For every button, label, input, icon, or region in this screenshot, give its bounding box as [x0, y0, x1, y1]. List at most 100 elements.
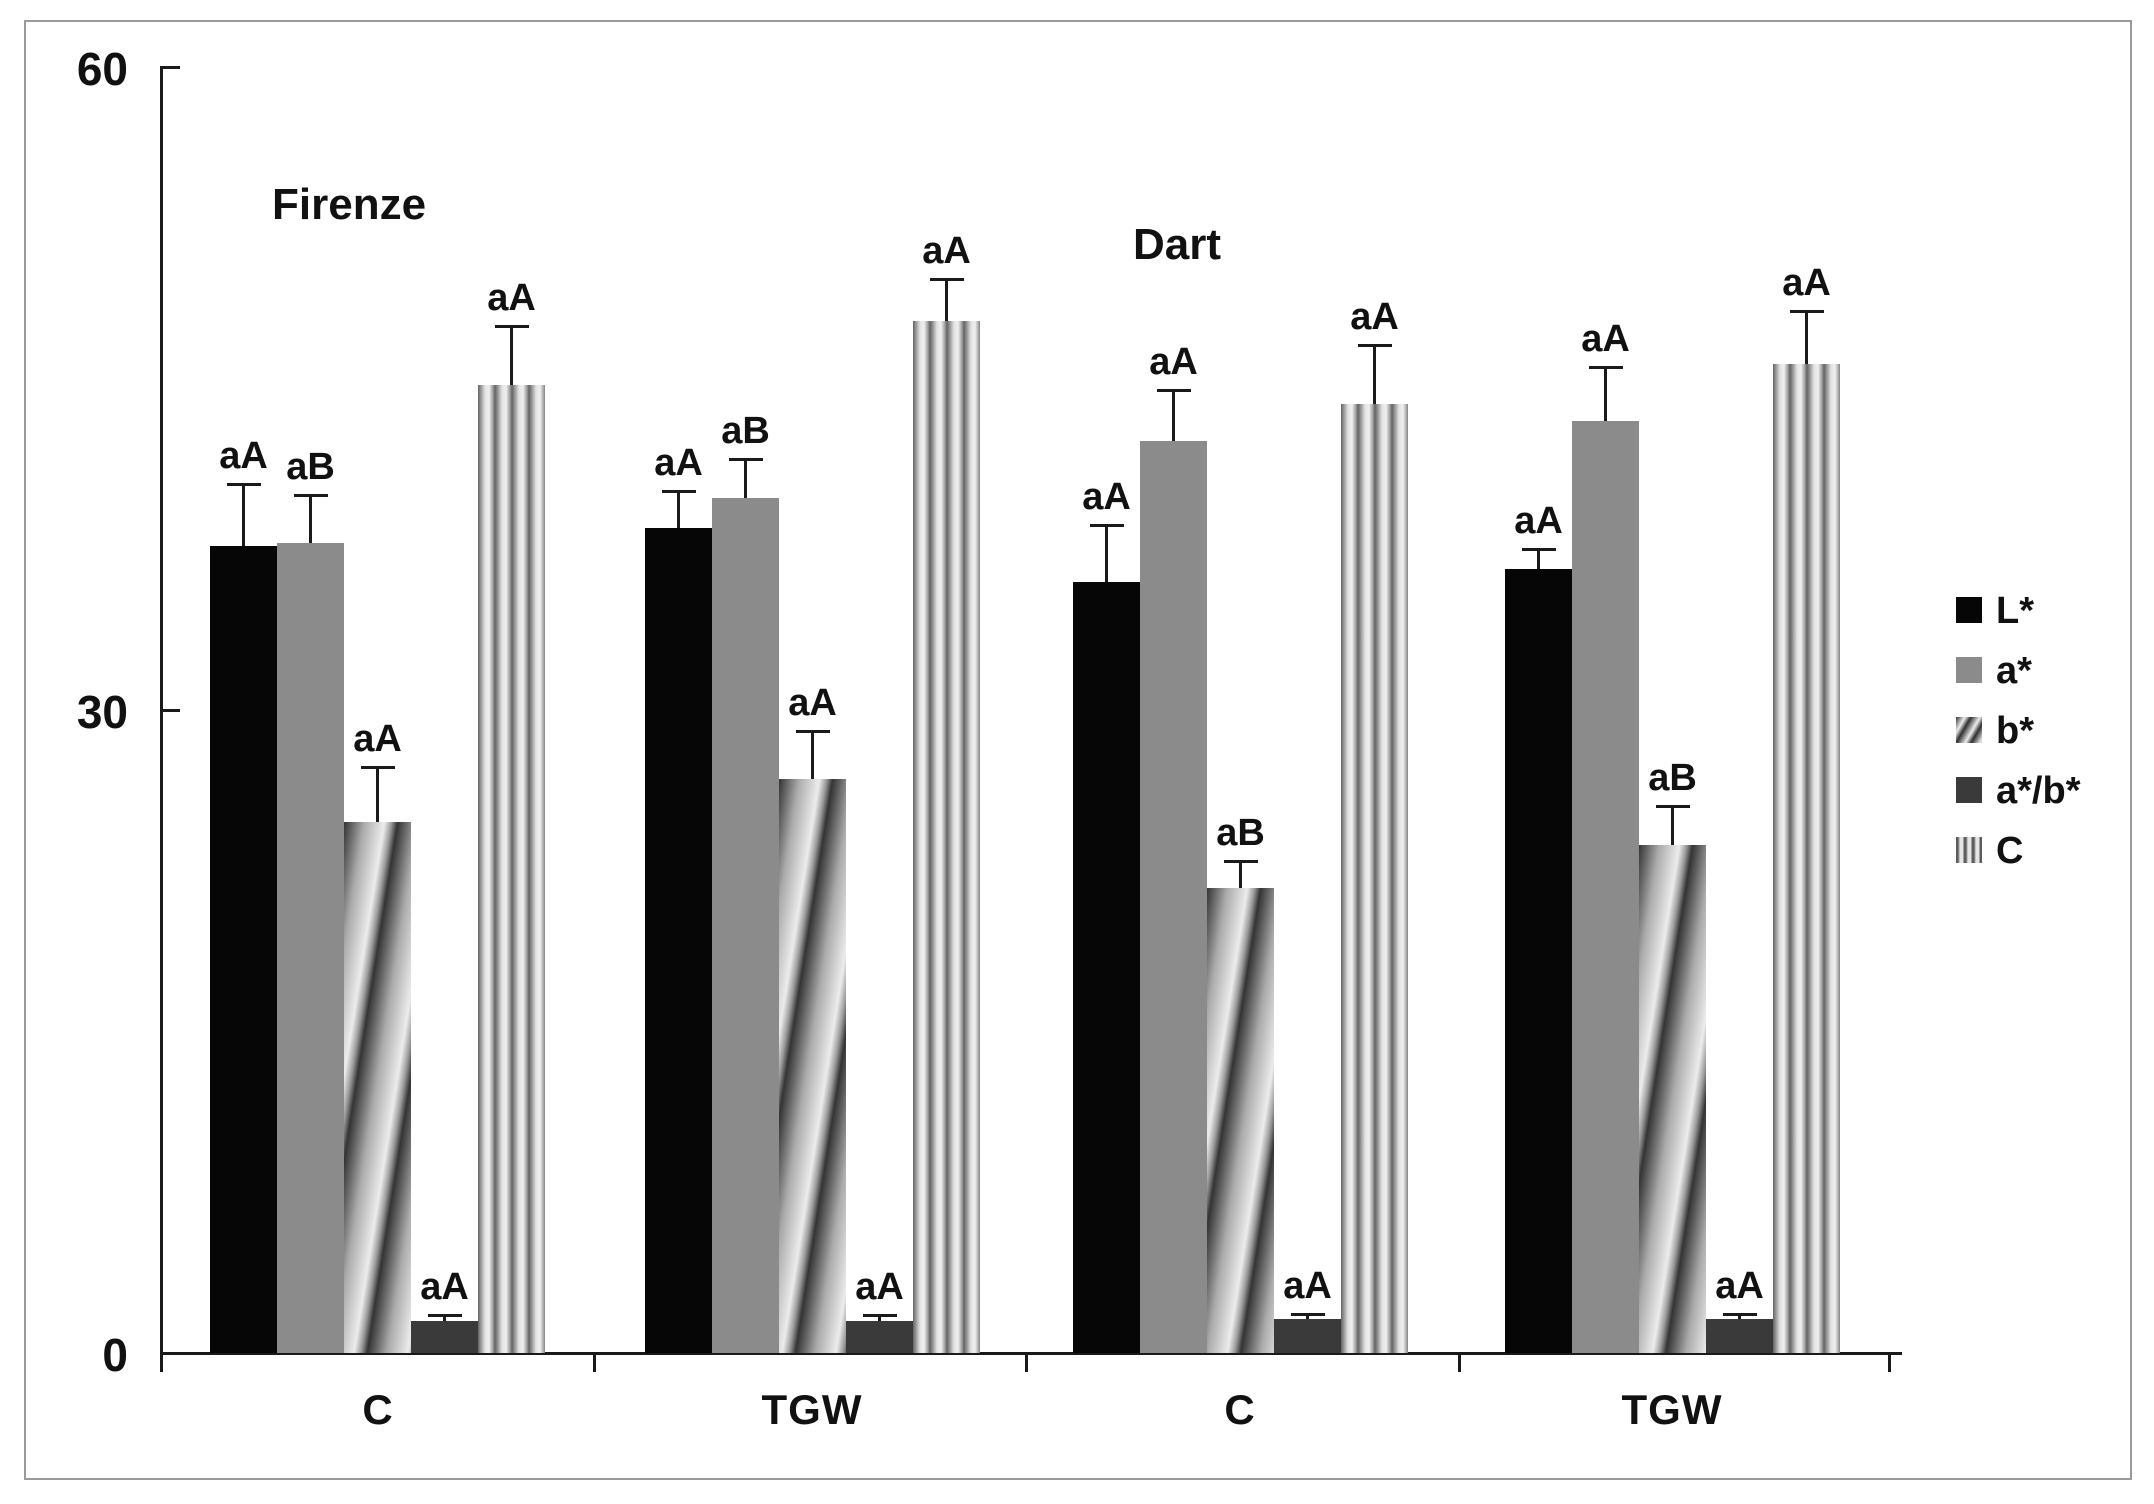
error-bar-stem [945, 277, 948, 321]
bar-ab-group2 [846, 1320, 913, 1353]
bar-C-group2 [913, 320, 980, 1353]
legend-label: a*/b* [1996, 770, 2081, 812]
significance-label: aA [1514, 499, 1563, 542]
bar-b-group1 [344, 821, 411, 1353]
bar-a-group2 [712, 498, 779, 1353]
error-bar-stem [242, 483, 245, 546]
y-tick-label-0: 0 [102, 1329, 128, 1381]
x-category-label: TGW [761, 1386, 863, 1433]
bar-b-group4 [1639, 845, 1706, 1353]
error-bar-cap [1357, 344, 1392, 348]
x-category-label: TGW [1621, 1386, 1723, 1433]
bar-L-group4 [1505, 569, 1572, 1353]
error-bar-stem [443, 1314, 446, 1321]
bar-a-group4 [1572, 421, 1639, 1353]
significance-label: aB [1648, 756, 1697, 799]
error-bar-stem [1172, 389, 1175, 441]
error-bar-stem [744, 457, 747, 499]
x-tick-1 [593, 1355, 596, 1372]
significance-label: aA [1350, 296, 1399, 339]
error-bar-stem [1604, 365, 1607, 422]
error-bar-cap [1089, 524, 1124, 528]
significance-label: aA [1715, 1265, 1764, 1308]
bar-ab-group3 [1274, 1318, 1341, 1353]
significance-label: aA [654, 441, 703, 484]
error-bar-stem [1239, 860, 1242, 889]
error-bar-stem [1537, 547, 1540, 570]
y-tick-label-60: 60 [76, 43, 128, 95]
bar-a-group1 [277, 543, 344, 1353]
error-bar-cap [661, 489, 696, 493]
section-label-dart: Dart [1133, 220, 1222, 269]
bar-C-group1 [478, 384, 545, 1353]
significance-label: aA [487, 277, 536, 319]
bar-C-group3 [1341, 404, 1408, 1353]
error-bar-stem [376, 766, 379, 822]
error-bar-cap [728, 457, 763, 461]
x-tick-2 [1025, 1355, 1028, 1372]
bar-b-group3 [1207, 888, 1274, 1353]
error-bar-stem [1805, 310, 1808, 364]
legend-swatch-diagonal-stripes-square [1956, 717, 1982, 743]
legend-swatch-black-square [1956, 597, 1982, 623]
error-bar-cap [1722, 1313, 1757, 1317]
section-label-firenze: Firenze [272, 180, 427, 229]
error-bar-cap [226, 483, 261, 487]
legend-label: L* [1996, 590, 2034, 632]
error-bar-cap [1223, 860, 1258, 864]
significance-label: aA [219, 435, 268, 478]
y-tick-label-30: 30 [76, 686, 128, 738]
y-axis-line [160, 66, 163, 1372]
significance-label: aA [1782, 262, 1831, 304]
x-axis-line [160, 1352, 1902, 1355]
x-tick-3 [1458, 1355, 1461, 1372]
bar-ab-group1 [411, 1320, 478, 1353]
error-bar-cap [1789, 310, 1824, 313]
error-bar-cap [929, 277, 964, 281]
error-bar-cap [293, 494, 328, 498]
y-tick-60 [163, 66, 180, 69]
significance-label: aA [788, 681, 837, 724]
bar-L-group3 [1073, 582, 1140, 1353]
significance-label: aA [1149, 341, 1198, 384]
legend-label: C [1996, 830, 2024, 872]
x-category-label: C [1224, 1386, 1256, 1433]
bar-C-group4 [1773, 363, 1840, 1353]
y-tick-30 [163, 709, 180, 712]
error-bar-stem [510, 325, 513, 385]
significance-label: aA [855, 1266, 904, 1309]
bar-L-group2 [645, 528, 712, 1353]
significance-label: aB [721, 409, 770, 452]
error-bar-cap [1655, 804, 1690, 808]
error-bar-stem [1373, 344, 1376, 405]
significance-label: aB [1216, 812, 1265, 855]
legend-label: b* [1996, 710, 2034, 752]
bar-b-group2 [779, 779, 846, 1353]
bar-ab-group4 [1706, 1318, 1773, 1353]
legend-swatch-vertical-stripes-square [1956, 837, 1982, 863]
error-bar-cap [1290, 1313, 1325, 1317]
significance-label: aA [420, 1266, 469, 1309]
error-bar-cap [360, 766, 395, 770]
error-bar-stem [677, 489, 680, 529]
error-bar-stem [1105, 524, 1108, 582]
x-category-label: C [362, 1386, 394, 1433]
significance-label: aA [1581, 317, 1630, 360]
error-bar-cap [494, 325, 529, 328]
significance-label: aA [1082, 476, 1131, 519]
legend-swatch-gray-square [1956, 657, 1982, 683]
error-bar-cap [1156, 389, 1191, 393]
significance-label: aA [1283, 1265, 1332, 1308]
error-bar-stem [309, 494, 312, 544]
significance-label: aB [286, 446, 335, 489]
significance-label: aA [353, 718, 402, 761]
error-bar-cap [1588, 365, 1623, 369]
error-bar-cap [1521, 547, 1556, 551]
legend-label: a* [1996, 650, 2032, 692]
significance-label: aA [922, 229, 971, 272]
error-bar-stem [1671, 804, 1674, 846]
error-bar-cap [427, 1314, 462, 1318]
bar-a-group3 [1140, 440, 1207, 1353]
legend-swatch-darkgray-square [1956, 777, 1982, 803]
